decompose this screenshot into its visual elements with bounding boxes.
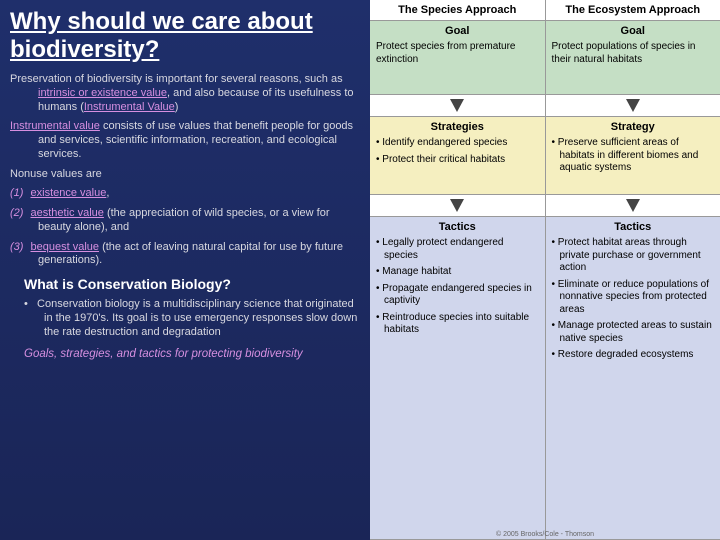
bullet-1: • Conservation biology is a multidiscipl… xyxy=(24,298,360,339)
goal-body: Protect species from premature extinctio… xyxy=(376,41,539,66)
list-item: Legally protect endangered species xyxy=(376,237,539,262)
paragraph-2: Instrumental value consists of use value… xyxy=(10,120,360,161)
tactics-box-ecosystem: Tactics Protect habitat areas through pr… xyxy=(546,217,720,540)
nv3-num: (3) xyxy=(10,241,23,253)
p1-term2: Instrumental Value xyxy=(84,101,175,113)
nonuse-value-2: (2) aesthetic value (the appreciation of… xyxy=(10,207,360,235)
list-item: Propagate endangered species in captivit… xyxy=(376,283,539,308)
nv1-term: existence value xyxy=(31,187,107,199)
goal-body: Protect populations of species in their … xyxy=(552,41,715,66)
down-arrow-icon xyxy=(626,199,640,212)
arrow-row xyxy=(546,195,720,217)
paragraph-3: Nonuse values are xyxy=(10,168,360,182)
list-item: Protect their critical habitats xyxy=(376,154,539,167)
tactics-body: Legally protect endangered species Manag… xyxy=(376,237,539,337)
list-item: Manage habitat xyxy=(376,266,539,279)
paragraph-1: Preservation of biodiversity is importan… xyxy=(10,73,360,114)
arrow-row xyxy=(370,95,545,117)
comparison-diagram: The Species Approach Goal Protect specie… xyxy=(370,0,720,540)
p1-pre: Preservation of biodiversity is importan… xyxy=(10,73,343,85)
col-header-species: The Species Approach xyxy=(370,0,545,21)
arrow-row xyxy=(370,195,545,217)
bullet-marker: • xyxy=(24,298,37,310)
list-item: Reintroduce species into suitable habita… xyxy=(376,312,539,337)
slide-text-panel: Why should we care about biodiversity? P… xyxy=(0,0,370,540)
list-item: Manage protected areas to sustain native… xyxy=(552,320,715,345)
nonuse-value-1: (1) existence value, xyxy=(10,187,360,201)
list-item: Restore degraded ecosystems xyxy=(552,349,715,362)
slide-title: Why should we care about biodiversity? xyxy=(10,8,360,63)
footer-caption: Goals, strategies, and tactics for prote… xyxy=(24,347,360,361)
tactics-title: Tactics xyxy=(376,221,539,233)
strategy-box-species: Strategies Identify endangered species P… xyxy=(370,117,545,195)
copyright-text: © 2005 Brooks/Cole - Thomson xyxy=(370,531,720,538)
list-item: Protect habitat areas through private pu… xyxy=(552,237,715,275)
goal-title: Goal xyxy=(552,25,715,37)
p1-term1: intrinsic or existence value xyxy=(38,87,167,99)
p2-term: Instrumental value xyxy=(10,120,100,132)
nonuse-value-3: (3) bequest value (the act of leaving na… xyxy=(10,241,360,269)
col-header-ecosystem: The Ecosystem Approach xyxy=(546,0,720,21)
bullet-text: Conservation biology is a multidisciplin… xyxy=(37,298,357,338)
nv1-rest: , xyxy=(106,187,109,199)
nv3-term: bequest value xyxy=(31,241,100,253)
down-arrow-icon xyxy=(450,199,464,212)
nv2-term: aesthetic value xyxy=(31,207,104,219)
nv1-num: (1) xyxy=(10,187,23,199)
col-species: The Species Approach Goal Protect specie… xyxy=(370,0,545,540)
strat-title: Strategy xyxy=(552,121,715,133)
goal-box-species: Goal Protect species from premature exti… xyxy=(370,21,545,95)
tactics-title: Tactics xyxy=(552,221,715,233)
goal-box-ecosystem: Goal Protect populations of species in t… xyxy=(546,21,720,95)
tactics-box-species: Tactics Legally protect endangered speci… xyxy=(370,217,545,540)
list-item: Identify endangered species xyxy=(376,137,539,150)
list-item: Preserve sufficient areas of habitats in… xyxy=(552,137,715,175)
arrow-row xyxy=(546,95,720,117)
col-ecosystem: The Ecosystem Approach Goal Protect popu… xyxy=(545,0,720,540)
list-item: Eliminate or reduce populations of nonna… xyxy=(552,279,715,317)
subheading: What is Conservation Biology? xyxy=(24,276,360,292)
p1-post: ) xyxy=(175,101,179,113)
strategy-box-ecosystem: Strategy Preserve sufficient areas of ha… xyxy=(546,117,720,195)
down-arrow-icon xyxy=(626,99,640,112)
nv2-num: (2) xyxy=(10,207,23,219)
strat-body: Preserve sufficient areas of habitats in… xyxy=(552,137,715,175)
tactics-body: Protect habitat areas through private pu… xyxy=(552,237,715,362)
strat-body: Identify endangered species Protect thei… xyxy=(376,137,539,166)
goal-title: Goal xyxy=(376,25,539,37)
strat-title: Strategies xyxy=(376,121,539,133)
down-arrow-icon xyxy=(450,99,464,112)
